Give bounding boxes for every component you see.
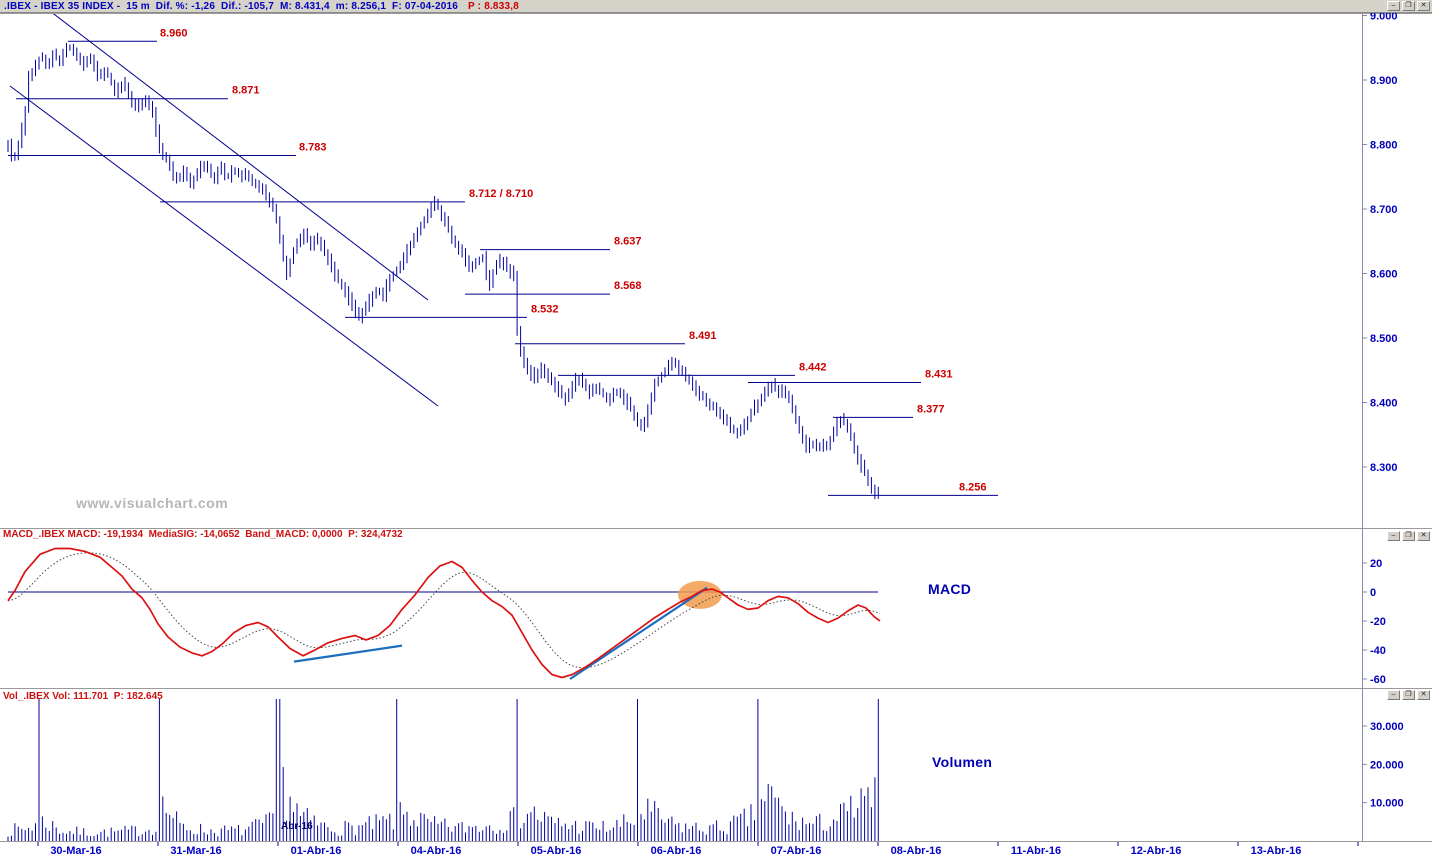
volume-axis-label: 20.000 bbox=[1370, 759, 1404, 771]
volume-header: Vol_.IBEX Vol: 111.701 P: 182.645 bbox=[3, 691, 163, 702]
macd-header: MACD_.IBEX MACD: -19,1934 MediaSIG: -14,… bbox=[3, 529, 403, 540]
date-axis-label: 31-Mar-16 bbox=[170, 845, 221, 857]
support-level-label: 8.442 bbox=[799, 361, 827, 373]
date-axis-label: 06-Abr-16 bbox=[651, 845, 702, 857]
month-label: Abr-16 bbox=[281, 821, 313, 832]
maximize-icon[interactable]: ❐ bbox=[1402, 531, 1415, 541]
minimize-glyph: – bbox=[1391, 691, 1396, 698]
close-glyph: ✕ bbox=[1420, 691, 1427, 698]
close-icon[interactable]: ✕ bbox=[1417, 690, 1430, 700]
macd-pane-label: MACD bbox=[928, 581, 972, 597]
trend-line bbox=[9, 85, 439, 407]
price-axis-label: 8.600 bbox=[1370, 269, 1398, 281]
price-axis-label: 9.000 bbox=[1370, 11, 1398, 23]
date-axis-label: 11-Abr-16 bbox=[1011, 845, 1061, 857]
macd-pane bbox=[7, 547, 881, 680]
maximize-glyph: ❐ bbox=[1405, 532, 1412, 539]
macd-trend-line bbox=[293, 644, 403, 663]
date-axis-label: 01-Abr-16 bbox=[291, 845, 342, 857]
macd-axis-label: 20 bbox=[1370, 558, 1382, 570]
macd-trend-line bbox=[569, 586, 708, 680]
volume-axis-label: 30.000 bbox=[1370, 721, 1404, 733]
close-icon[interactable]: ✕ bbox=[1417, 531, 1430, 541]
volume-pane bbox=[7, 699, 879, 841]
support-level-label: 8.637 bbox=[614, 236, 642, 248]
macd-axis-label: -20 bbox=[1370, 616, 1386, 628]
support-level-label: 8.568 bbox=[614, 280, 642, 292]
macd-cross-highlight bbox=[678, 580, 722, 609]
minimize-glyph: – bbox=[1391, 2, 1396, 9]
price-axis-label: 8.900 bbox=[1370, 75, 1398, 87]
volume-pane-controls: – ❐ ✕ bbox=[1387, 690, 1430, 700]
maximize-glyph: ❐ bbox=[1405, 691, 1412, 698]
instrument-info: .IBEX - IBEX 35 INDEX - 15 m Dif. %: -1,… bbox=[4, 0, 459, 12]
minimize-icon[interactable]: – bbox=[1387, 690, 1400, 700]
macd-pane-controls: – ❐ ✕ bbox=[1387, 531, 1430, 541]
maximize-icon[interactable]: ❐ bbox=[1402, 1, 1415, 11]
price-window-controls: – ❐ ✕ bbox=[1387, 1, 1430, 11]
price-axis-label: 8.300 bbox=[1370, 462, 1398, 474]
support-level-label: 8.532 bbox=[531, 303, 559, 315]
close-glyph: ✕ bbox=[1420, 2, 1427, 9]
minimize-icon[interactable]: – bbox=[1387, 531, 1400, 541]
titlebar[interactable]: .IBEX - IBEX 35 INDEX - 15 m Dif. %: -1,… bbox=[0, 0, 1432, 13]
maximize-icon[interactable]: ❐ bbox=[1402, 690, 1415, 700]
support-level-label: 8.960 bbox=[160, 27, 188, 39]
date-axis-label: 30-Mar-16 bbox=[50, 845, 101, 857]
macd-line bbox=[7, 547, 881, 679]
minimize-icon[interactable]: – bbox=[1387, 1, 1400, 11]
date-axis-label: 13-Abr-16 bbox=[1251, 845, 1302, 857]
minimize-glyph: – bbox=[1391, 532, 1396, 539]
price-axis: 9.000 8.900 8.800 8.700 8.600 8.500 8.400 8.300 bbox=[1362, 11, 1398, 474]
date-axis-label: 07-Abr-16 bbox=[771, 845, 822, 857]
close-icon[interactable]: ✕ bbox=[1417, 1, 1430, 11]
maximize-glyph: ❐ bbox=[1405, 2, 1412, 9]
price-pane: 8.960 8.871 8.783 8.712 / 8.710 8.637 8.568 8.… bbox=[7, 14, 998, 500]
last-price-info: P : 8.833,8 bbox=[468, 0, 519, 12]
volume-axis: 30.000 20.000 10.000 bbox=[1362, 721, 1404, 810]
support-level-label: 8.431 bbox=[925, 369, 953, 381]
macd-axis-label: -60 bbox=[1370, 674, 1386, 686]
support-level-label: 8.377 bbox=[917, 403, 945, 415]
macd-axis: 20 0 -20 -40 -60 bbox=[1362, 558, 1386, 686]
watermark: www.visualchart.com bbox=[76, 495, 229, 511]
support-level-label: 8.871 bbox=[232, 85, 260, 97]
volume-pane-label: Volumen bbox=[932, 754, 993, 770]
date-axis-label: 08-Abr-16 bbox=[891, 845, 942, 857]
price-axis-label: 8.700 bbox=[1370, 204, 1398, 216]
macd-axis-label: 0 bbox=[1370, 587, 1376, 599]
trend-line bbox=[53, 14, 429, 301]
support-level-label: 8.491 bbox=[689, 330, 717, 342]
date-axis-label: 12-Abr-16 bbox=[1131, 845, 1182, 857]
date-axis-label: 04-Abr-16 bbox=[411, 845, 462, 857]
support-level-label: 8.712 / 8.710 bbox=[469, 188, 533, 200]
price-bars bbox=[7, 43, 879, 500]
price-axis-label: 8.800 bbox=[1370, 140, 1398, 152]
price-axis-label: 8.500 bbox=[1370, 333, 1398, 345]
date-axis-label: 05-Abr-16 bbox=[531, 845, 582, 857]
support-level-label: 8.783 bbox=[299, 141, 327, 153]
macd-signal-line bbox=[7, 552, 881, 669]
macd-axis-label: -40 bbox=[1370, 645, 1386, 657]
close-glyph: ✕ bbox=[1420, 532, 1427, 539]
price-axis-label: 8.400 bbox=[1370, 398, 1398, 410]
date-axis: 30-Mar-16 31-Mar-16 01-Abr-16 04-Abr-16 05-A… bbox=[37, 842, 1359, 857]
volume-axis-label: 10.000 bbox=[1370, 798, 1404, 810]
support-level-label: 8.256 bbox=[959, 481, 987, 493]
